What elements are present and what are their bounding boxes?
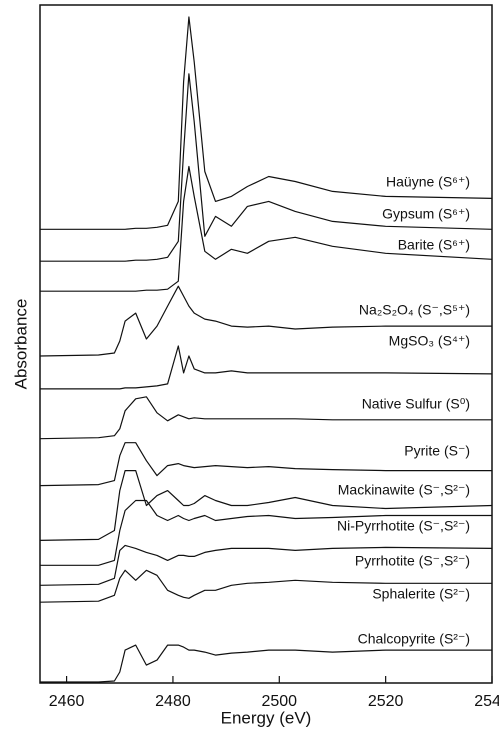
series-label: Na₂S₂O₄ (S⁻,S⁵⁺) xyxy=(359,302,470,318)
x-tick-label: 2500 xyxy=(261,693,297,710)
series-label: Haüyne (S⁶⁺) xyxy=(386,174,470,190)
plot-frame xyxy=(39,4,493,684)
x-tick-label: 2460 xyxy=(49,693,85,710)
series-label: Sphalerite (S²⁻) xyxy=(372,586,470,602)
series-label: Barite (S⁶⁺) xyxy=(398,237,470,253)
spectrum-line xyxy=(40,499,492,566)
series-label: Ni-Pyrrhotite (S⁻,S²⁻) xyxy=(337,518,470,534)
x-tick-label: 2540 xyxy=(474,693,499,710)
series-label: Gypsum (S⁶⁺) xyxy=(382,206,470,222)
series-label: Chalcopyrite (S²⁻) xyxy=(358,631,470,647)
spectrum-line xyxy=(40,165,493,292)
spectrum-line xyxy=(39,544,493,586)
y-axis-label: Absorbance xyxy=(11,299,30,390)
x-tick-label: 2480 xyxy=(155,693,191,710)
series-label: Pyrrhotite (S⁻,S²⁻) xyxy=(355,553,470,569)
spectrum-line xyxy=(40,16,493,230)
series-label: Mackinawite (S⁻,S²⁻) xyxy=(338,482,470,498)
x-axis-label: Energy (eV) xyxy=(221,708,312,727)
spectrum-line xyxy=(39,470,493,541)
spectrum-line xyxy=(40,345,493,390)
series-label: MgSO₃ (S⁴⁺) xyxy=(389,333,470,349)
x-tick-label: 2520 xyxy=(368,693,404,710)
spectrum-line xyxy=(39,396,492,440)
series-label: Pyrite (S⁻) xyxy=(404,443,470,459)
spectrum-line xyxy=(39,569,492,603)
spectrum-line xyxy=(39,285,492,357)
series-label: Native Sulfur (S⁰) xyxy=(362,396,470,412)
spectrum-line xyxy=(39,442,492,487)
spectrum-line xyxy=(40,644,492,683)
spectrum-line xyxy=(40,73,493,262)
